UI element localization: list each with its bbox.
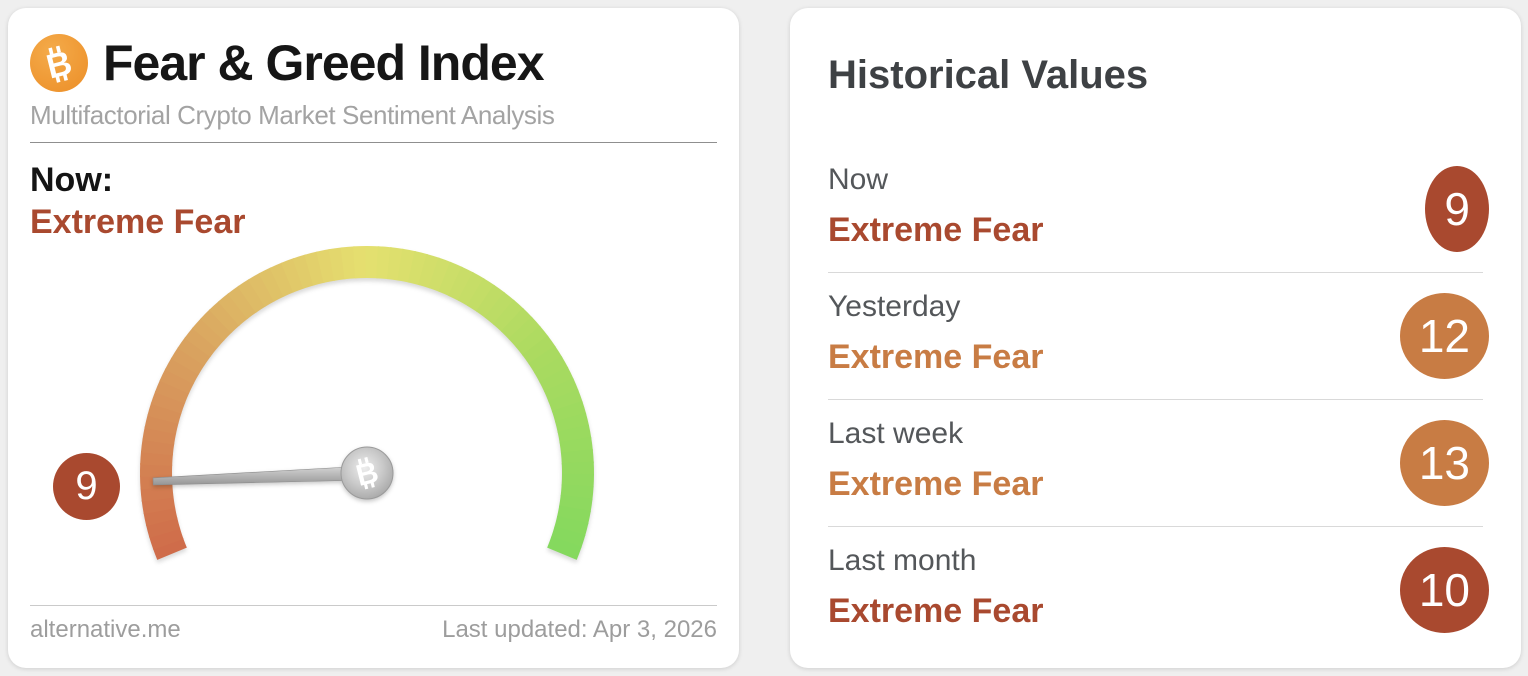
historical-row-classification: Extreme Fear <box>828 338 1044 376</box>
historical-row: Last month Extreme Fear 10 <box>828 526 1489 653</box>
gauge-value-badge: 9 <box>53 453 120 520</box>
page-title: Fear & Greed Index <box>103 35 544 91</box>
historical-row: Last week Extreme Fear 13 <box>828 399 1489 526</box>
gauge-card-footer: alternative.me Last updated: Apr 3, 2026 <box>30 616 717 644</box>
historical-row-value-badge: 9 <box>1425 166 1489 252</box>
historical-row: Now Extreme Fear 9 <box>828 146 1489 272</box>
historical-row-value-badge: 10 <box>1399 547 1489 633</box>
historical-row-classification: Extreme Fear <box>828 592 1044 630</box>
historical-row-label: Now <box>828 163 889 196</box>
historical-values-card: Historical Values Now Extreme Fear 9 Yes… <box>790 8 1521 668</box>
historical-row-value-badge: 12 <box>1399 293 1489 379</box>
gauge-arc-svg: B <box>139 246 594 560</box>
historical-row: Yesterday Extreme Fear 12 <box>828 272 1489 399</box>
page-subtitle: Multifactorial Crypto Market Sentiment A… <box>30 100 555 130</box>
gauge-card-header: B Fear & Greed Index <box>30 34 717 92</box>
gauge-chart: B 9 <box>30 231 717 576</box>
header-divider <box>30 142 717 143</box>
historical-values-list: Now Extreme Fear 9 Yesterday Extreme Fea… <box>828 146 1489 653</box>
now-classification: Extreme Fear <box>30 203 246 241</box>
historical-row-label: Last month <box>828 544 977 577</box>
bitcoin-icon: B <box>30 34 88 92</box>
historical-row-classification: Extreme Fear <box>828 465 1044 503</box>
bitcoin-glyph-icon: B <box>43 44 76 87</box>
footer-divider <box>30 605 717 606</box>
historical-row-classification: Extreme Fear <box>828 211 1044 249</box>
alternative-me-link[interactable]: alternative.me <box>30 616 181 643</box>
last-updated-text: Last updated: Apr 3, 2026 <box>442 616 717 643</box>
historical-row-label: Last week <box>828 417 964 450</box>
now-label: Now: <box>30 161 114 199</box>
historical-values-title: Historical Values <box>828 53 1149 97</box>
historical-row-label: Yesterday <box>828 290 961 323</box>
historical-row-value-badge: 13 <box>1399 420 1489 506</box>
fear-greed-index-card: B Fear & Greed Index Multifactorial Cryp… <box>8 8 739 668</box>
